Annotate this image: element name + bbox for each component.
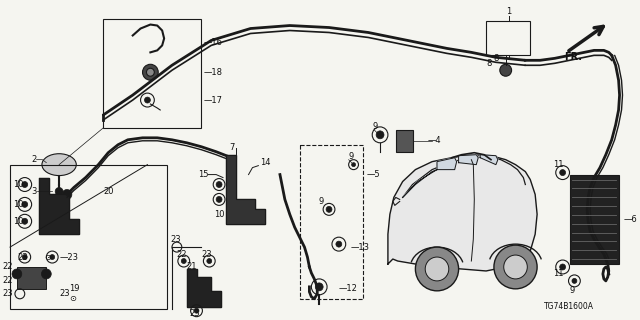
Text: —16: —16	[204, 38, 222, 47]
Bar	[300, 145, 364, 299]
Text: 22: 22	[3, 262, 13, 271]
Text: 23: 23	[170, 235, 180, 244]
Circle shape	[143, 64, 158, 80]
Text: 21: 21	[187, 262, 197, 271]
Text: 11: 11	[553, 269, 563, 278]
Polygon shape	[226, 155, 265, 224]
Text: 9: 9	[349, 152, 354, 161]
Text: —4: —4	[427, 136, 441, 145]
Text: —13: —13	[351, 243, 370, 252]
Text: 11: 11	[553, 160, 563, 169]
Circle shape	[326, 206, 332, 212]
Text: 23: 23	[18, 252, 29, 261]
Text: 22: 22	[177, 250, 188, 259]
Text: 9: 9	[372, 122, 378, 132]
Text: —12: —12	[339, 284, 358, 293]
Text: —5: —5	[366, 170, 380, 179]
Circle shape	[62, 189, 72, 199]
Polygon shape	[403, 170, 437, 197]
Text: 23: 23	[189, 309, 200, 318]
Circle shape	[415, 247, 459, 291]
Text: 1: 1	[506, 7, 511, 16]
Text: 14: 14	[260, 158, 271, 167]
Circle shape	[504, 255, 527, 279]
Text: —17: —17	[204, 96, 222, 105]
Bar	[103, 19, 202, 128]
Circle shape	[560, 170, 566, 176]
Circle shape	[22, 181, 28, 188]
Text: —23: —23	[60, 252, 79, 261]
Text: 10: 10	[13, 217, 24, 226]
Text: 10: 10	[214, 210, 225, 219]
Circle shape	[216, 196, 222, 203]
Circle shape	[181, 259, 186, 263]
Polygon shape	[40, 178, 79, 234]
Bar	[486, 20, 531, 55]
Text: FR.: FR.	[564, 52, 582, 62]
Ellipse shape	[42, 154, 76, 176]
Circle shape	[22, 218, 28, 224]
Circle shape	[147, 68, 154, 76]
Text: —6: —6	[623, 215, 637, 224]
Polygon shape	[388, 155, 537, 271]
Circle shape	[207, 259, 212, 263]
Text: 19: 19	[69, 284, 79, 293]
Bar	[10, 165, 167, 309]
Text: 23: 23	[3, 289, 13, 298]
Text: 23: 23	[59, 289, 70, 298]
Text: TG74B1600A: TG74B1600A	[544, 302, 594, 311]
Circle shape	[336, 241, 342, 247]
Polygon shape	[437, 158, 456, 170]
Bar	[570, 175, 619, 264]
Circle shape	[500, 64, 511, 76]
Circle shape	[55, 188, 63, 196]
Text: 9: 9	[570, 286, 575, 295]
Text: —18: —18	[204, 68, 222, 77]
Circle shape	[494, 245, 537, 289]
Bar	[396, 130, 413, 152]
Text: 10: 10	[13, 180, 24, 189]
Polygon shape	[480, 155, 498, 165]
Circle shape	[12, 269, 22, 279]
Text: ⊙: ⊙	[69, 294, 76, 303]
Circle shape	[351, 163, 356, 167]
Circle shape	[22, 255, 28, 260]
Circle shape	[572, 278, 577, 284]
Circle shape	[316, 283, 323, 291]
Circle shape	[145, 97, 150, 103]
Circle shape	[194, 308, 199, 313]
Text: 2: 2	[31, 155, 36, 164]
Circle shape	[425, 257, 449, 281]
Text: 8: 8	[493, 54, 499, 63]
Text: 23: 23	[202, 250, 212, 259]
Circle shape	[560, 264, 566, 270]
Polygon shape	[459, 155, 478, 165]
Circle shape	[376, 131, 384, 139]
Text: 3: 3	[31, 187, 36, 196]
Text: 22: 22	[3, 276, 13, 285]
Text: 8: 8	[486, 59, 492, 68]
Circle shape	[50, 255, 54, 260]
Text: 10: 10	[13, 200, 24, 209]
Text: 9: 9	[319, 197, 324, 206]
Text: 7: 7	[229, 143, 234, 152]
Bar	[17, 267, 46, 289]
Text: 15: 15	[198, 170, 208, 179]
Circle shape	[22, 201, 28, 207]
Circle shape	[42, 269, 51, 279]
Polygon shape	[187, 269, 221, 307]
Text: ⊙: ⊙	[44, 252, 51, 261]
Circle shape	[216, 181, 222, 188]
Text: 20: 20	[103, 187, 114, 196]
